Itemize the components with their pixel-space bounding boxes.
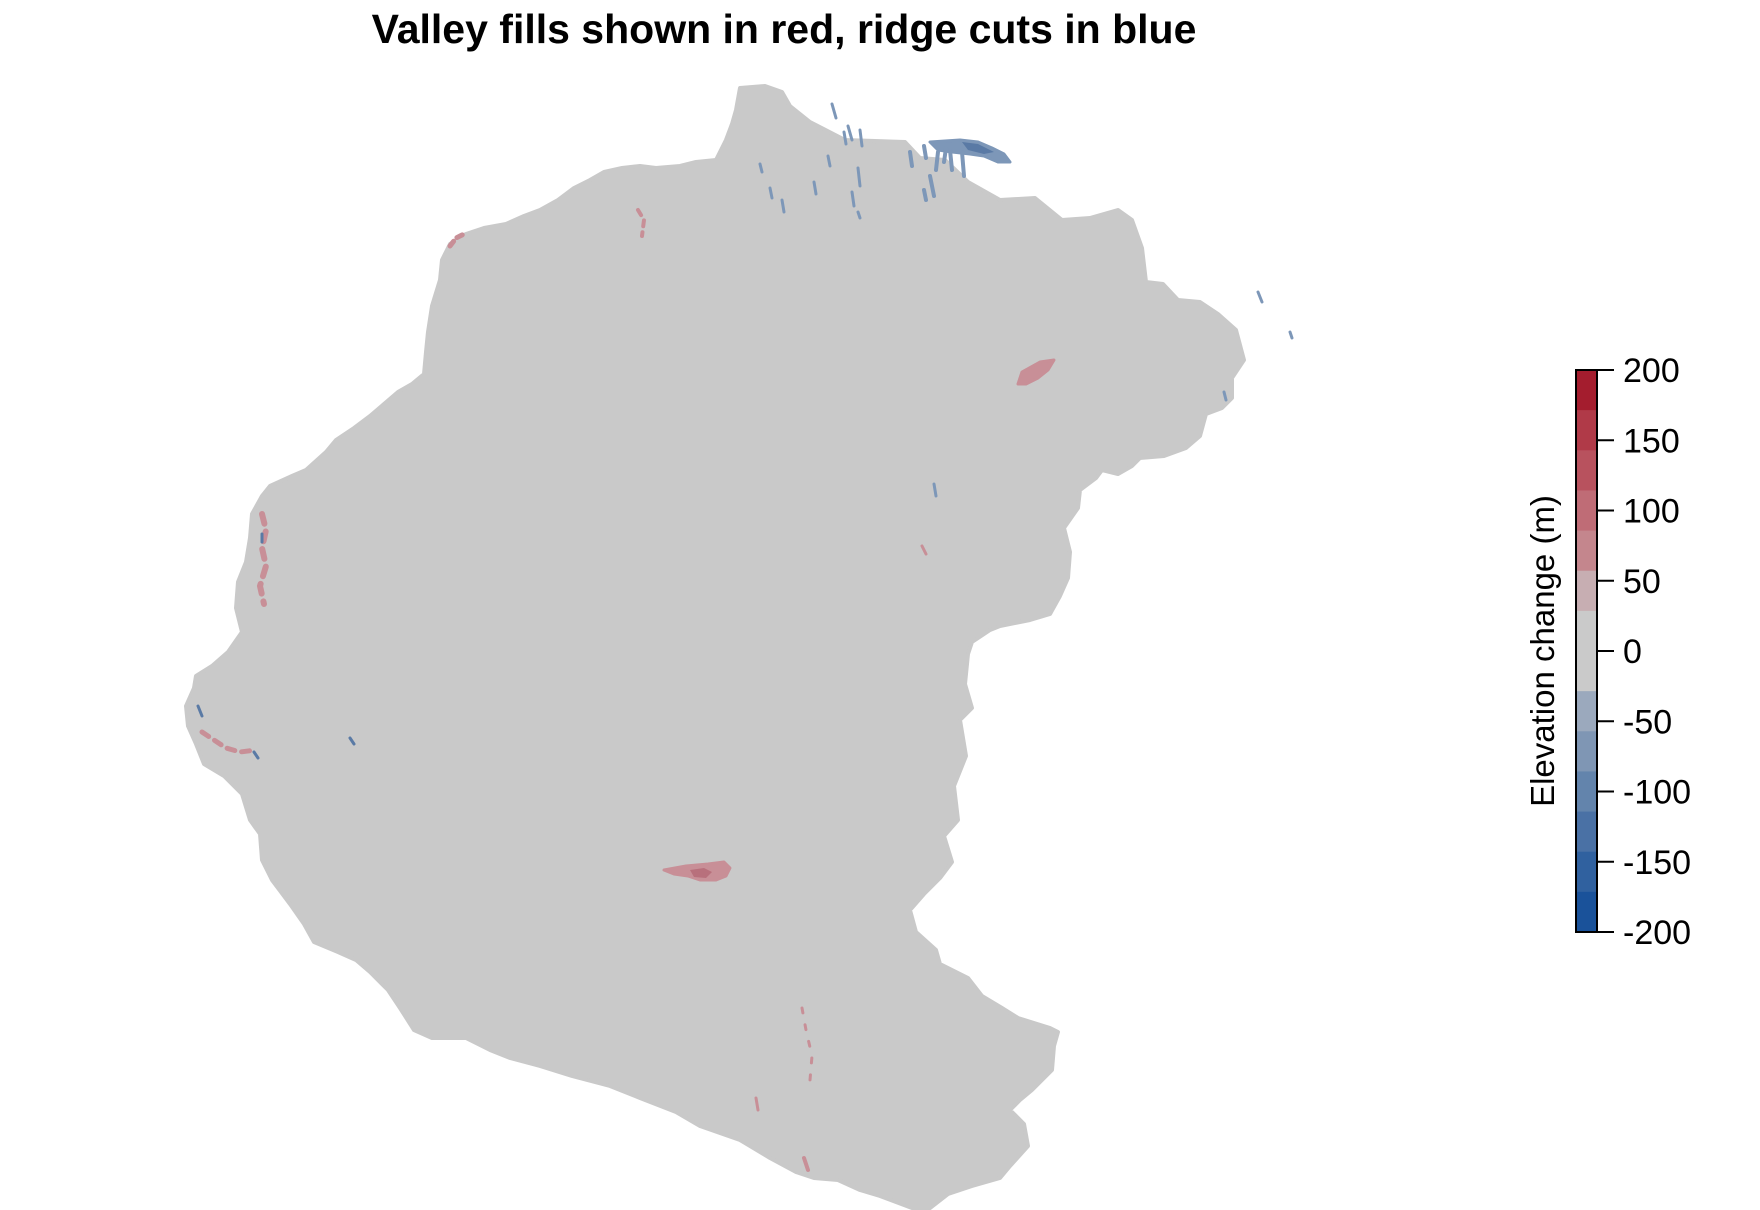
valley-fill-patch-south-core (690, 868, 712, 878)
valley-fill-east-small (920, 544, 928, 556)
legend-color-segment (1576, 811, 1597, 853)
legend-color-segment (1576, 410, 1597, 451)
legend-tick-label: -100 (1623, 774, 1691, 812)
valley-fill-north (636, 208, 647, 238)
legend-color-segment (1576, 851, 1597, 893)
valley-fill-areas (199, 208, 1056, 1172)
valley-fill-south-edge (802, 1156, 810, 1172)
legend-tick-label: 0 (1623, 633, 1642, 671)
legend-tick-label: -200 (1623, 914, 1691, 952)
watershed-boundary (184, 84, 1246, 1210)
map-title: Valley fills shown in red, ridge cuts in… (372, 6, 1197, 52)
legend-color-segment (1576, 530, 1597, 572)
valley-fill-south-stream (800, 1006, 814, 1082)
legend-title: Elevation change (m) (1524, 495, 1561, 807)
ridge-cut-patch-northeast-core (962, 142, 994, 154)
ridge-cut-drainages (908, 144, 966, 202)
legend-color-segment (1576, 691, 1597, 732)
ridge-cut-west (196, 532, 356, 760)
legend-color-segment (1576, 731, 1597, 773)
valley-fill-west-edge (256, 511, 270, 607)
legend-color-segment (1576, 651, 1597, 692)
valley-fill-south-small (754, 1096, 760, 1112)
legend-color-bar (1576, 370, 1597, 933)
legend-tick-label: 100 (1623, 493, 1680, 531)
valley-fill-northwest (447, 231, 467, 249)
ridge-cut-east (932, 290, 1294, 498)
legend-tick-label: -150 (1623, 844, 1691, 882)
ridge-cut-north-streams (758, 102, 864, 220)
ridge-cut-areas (196, 102, 1294, 760)
valley-fill-southwest-edge (199, 729, 259, 755)
legend-tick-label: -50 (1623, 703, 1672, 741)
legend-color-segment (1576, 450, 1597, 492)
color-legend: 200 150 100 50 0 -50 -100 -150 -200 Elevation ch… (1524, 352, 1691, 952)
watershed-map (184, 84, 1294, 1210)
legend-tick-label: 200 (1623, 352, 1680, 390)
legend-color-segment (1576, 570, 1597, 612)
legend-color-segment (1576, 891, 1597, 933)
legend-color-segment (1576, 490, 1597, 532)
legend-color-segment (1576, 610, 1597, 652)
legend-color-segment (1576, 370, 1597, 411)
legend-tick-label: 50 (1623, 563, 1661, 601)
legend-ticks: 200 150 100 50 0 -50 -100 -150 -200 (1597, 352, 1691, 952)
legend-tick-label: 150 (1623, 422, 1680, 460)
valley-fill-patch-central-east (1016, 358, 1056, 386)
legend-color-segment (1576, 771, 1597, 813)
